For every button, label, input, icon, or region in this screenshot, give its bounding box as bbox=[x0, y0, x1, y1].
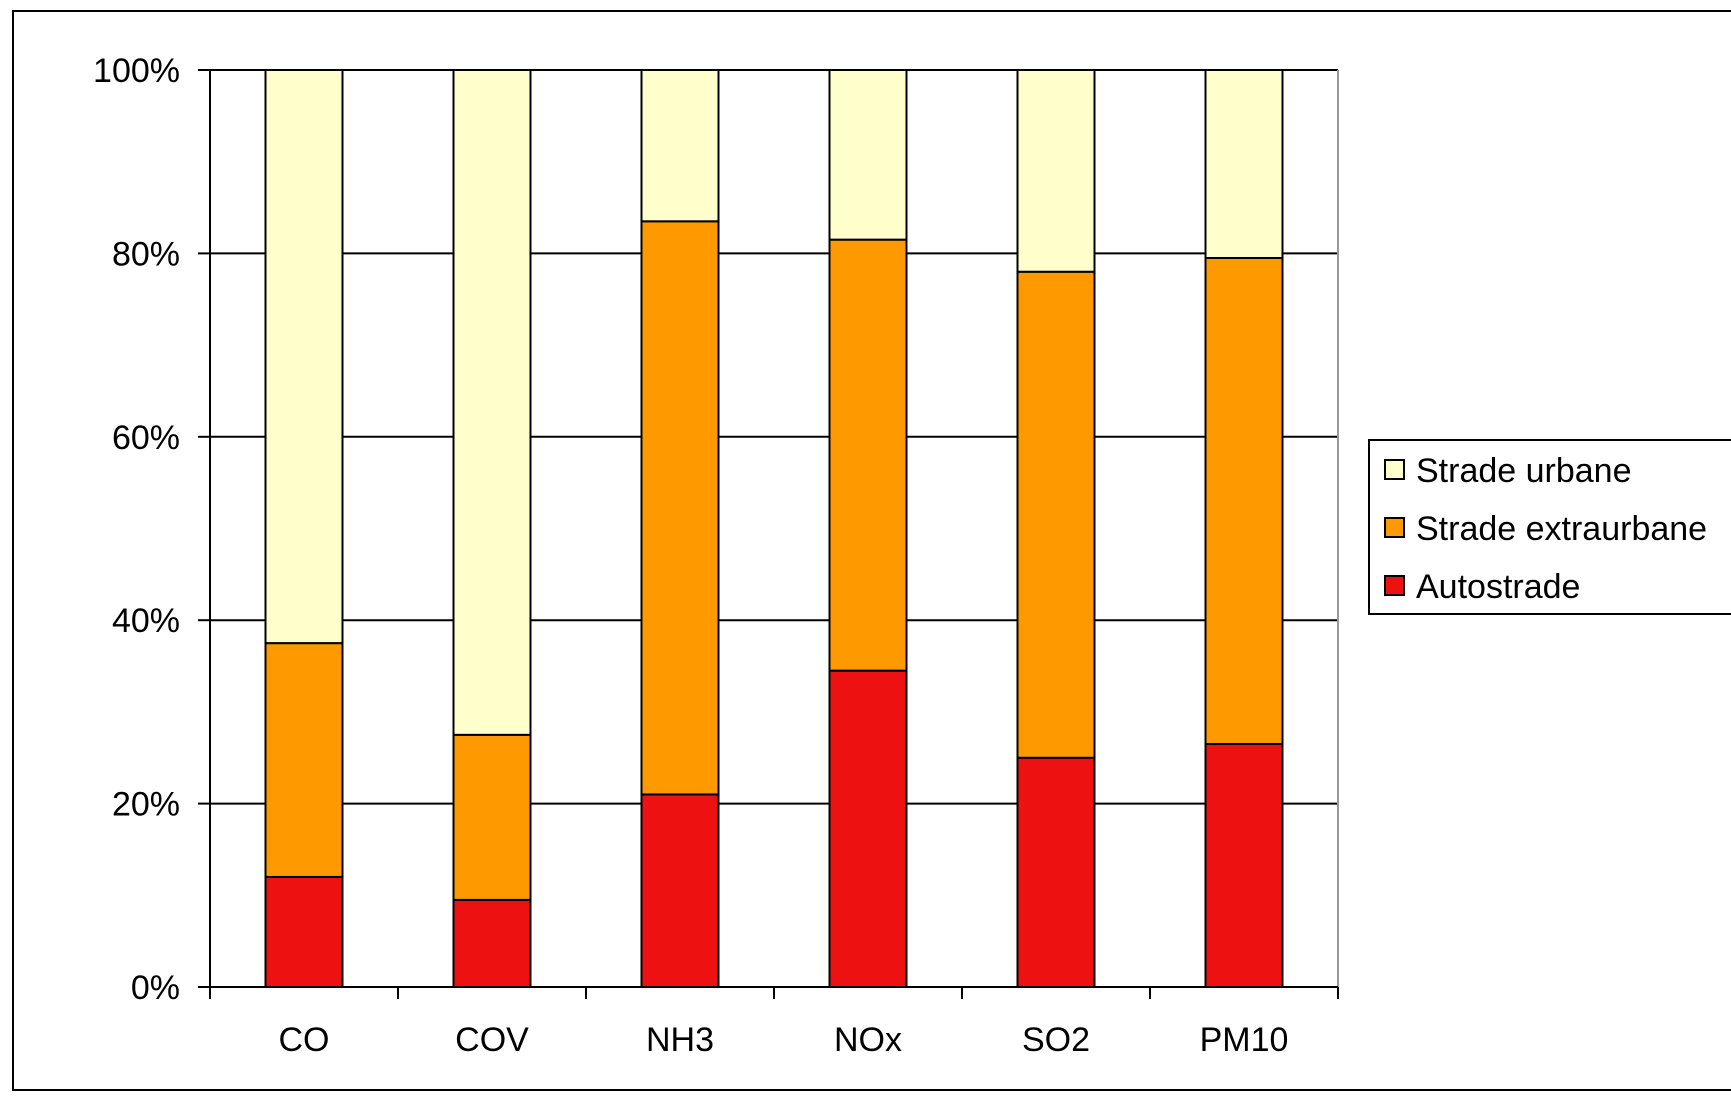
legend: Strade urbane Strade extraurbane Autostrad… bbox=[1368, 439, 1731, 615]
x-category-label: CO bbox=[279, 1021, 330, 1059]
bar-segment-nh3 bbox=[640, 220, 720, 796]
bar-segment-so2 bbox=[1016, 69, 1096, 273]
bar-segment-nh3 bbox=[640, 793, 720, 988]
y-tick-label: 80% bbox=[112, 235, 180, 273]
legend-swatch bbox=[1384, 575, 1405, 596]
y-tick-label: 20% bbox=[112, 786, 180, 824]
bars bbox=[264, 69, 1284, 989]
axes: 0% 20% 40% 60% 80% 100% CO COV NH3 NOx SO2 PM10 bbox=[93, 52, 1339, 1059]
bar-segment-nox bbox=[828, 238, 908, 672]
legend-box bbox=[1368, 439, 1731, 615]
x-category-label: SO2 bbox=[1022, 1021, 1090, 1059]
bar-segment-co bbox=[264, 875, 344, 989]
x-category-label: PM10 bbox=[1200, 1021, 1289, 1059]
y-tick-label: 0% bbox=[131, 969, 180, 1007]
legend-label: Strade extraurbane bbox=[1416, 510, 1707, 548]
bar-segment-so2 bbox=[1016, 270, 1096, 759]
legend-label: Strade urbane bbox=[1416, 452, 1632, 490]
y-tick-label: 60% bbox=[112, 419, 180, 457]
legend-swatch bbox=[1384, 459, 1405, 480]
x-category-label: COV bbox=[455, 1021, 529, 1059]
gridlines bbox=[210, 69, 1338, 805]
bar-segment-cov bbox=[452, 733, 532, 901]
bar-segment-co bbox=[264, 69, 344, 645]
x-category-label: NOx bbox=[834, 1021, 902, 1059]
bar-segment-co bbox=[264, 642, 344, 878]
bar-segment-cov bbox=[452, 69, 532, 736]
y-tick-label: 40% bbox=[112, 602, 180, 640]
bar-segment-nox bbox=[828, 669, 908, 988]
bar-segment-nox bbox=[828, 69, 908, 241]
bar-segment-pm10 bbox=[1204, 742, 1284, 988]
legend-swatch bbox=[1384, 517, 1405, 538]
x-category-label: NH3 bbox=[646, 1021, 714, 1059]
y-tick-label: 100% bbox=[93, 52, 180, 90]
bar-segment-pm10 bbox=[1204, 256, 1284, 745]
bar-segment-pm10 bbox=[1204, 69, 1284, 259]
bar-segment-nh3 bbox=[640, 69, 720, 223]
legend-label: Autostrade bbox=[1416, 568, 1580, 606]
bar-segment-so2 bbox=[1016, 756, 1096, 988]
bar-segment-cov bbox=[452, 898, 532, 989]
chart-frame bbox=[12, 10, 1731, 1091]
